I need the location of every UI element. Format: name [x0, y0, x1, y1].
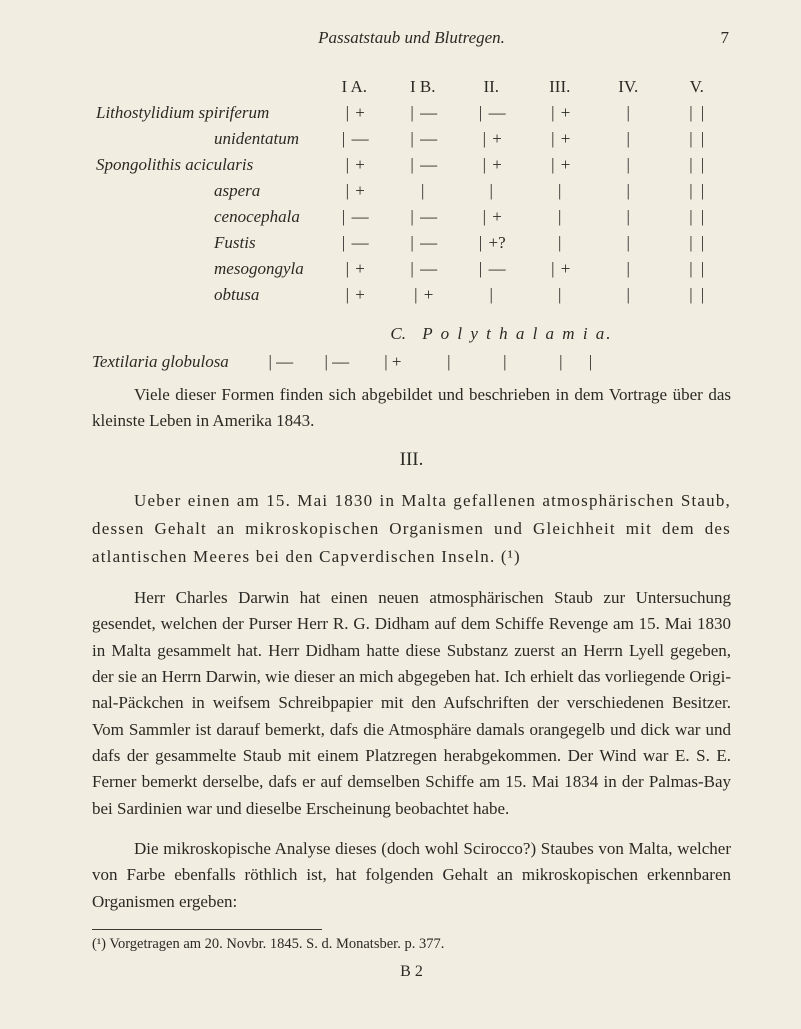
footnote: (¹) Vorgetragen am 20. Novbr. 1845. S. d…	[92, 936, 731, 953]
table-cell: | |	[663, 256, 732, 282]
poly-cell: |	[477, 352, 533, 372]
poly-cell: | +	[365, 352, 421, 372]
col-header: IV.	[594, 74, 663, 100]
table-cell: | —	[389, 204, 458, 230]
poly-cell: | —	[309, 352, 365, 372]
table-cell: | +	[320, 100, 389, 126]
table-row: mesogongyla| + | — | — | + | | |	[92, 256, 731, 282]
body-paragraph-2: Die mikroskopische Analyse dieses (doch …	[92, 836, 731, 915]
table-cell: | |	[663, 204, 732, 230]
table-cell: | |	[663, 282, 732, 308]
running-title: Passatstaub und Blutregen.	[114, 28, 709, 48]
table-row: Lithostylidium spiriferum| + | — | — | +…	[92, 100, 731, 126]
polythalamia-row: Textilaria globulosa | — | — | + | | | |	[92, 352, 731, 372]
table-cell: |	[526, 282, 595, 308]
table-row: unidentatum| — | — | + | + | | |	[92, 126, 731, 152]
table-cell: | —	[389, 256, 458, 282]
species-name-cell: obtusa	[92, 282, 320, 308]
poly-cell: | —	[253, 352, 309, 372]
species-name-cell: cenocephala	[92, 204, 320, 230]
poly-cell: |	[421, 352, 477, 372]
table-cell: | +?	[457, 230, 526, 256]
species-name-cell: Fustis	[92, 230, 320, 256]
table-cell: | +	[526, 126, 595, 152]
section-c-heading: C. P o l y t h a l a m i a.	[272, 324, 731, 344]
table-cell: |	[526, 178, 595, 204]
body-paragraph-1: Herr Charles Darwin hat einen neuen atmo…	[92, 585, 731, 822]
table-cell: |	[594, 256, 663, 282]
col-header: III.	[526, 74, 595, 100]
table-cell: | +	[320, 178, 389, 204]
table-cell: | +	[526, 152, 595, 178]
species-name-cell: mesogongyla	[92, 256, 320, 282]
species-table: I A. I B. II. III. IV. V. Lithostylidium…	[92, 74, 731, 308]
table-cell: | +	[320, 282, 389, 308]
table-cell: | +	[526, 256, 595, 282]
section-number: III.	[92, 449, 731, 471]
table-cell: | +	[457, 152, 526, 178]
table-cell: | +	[526, 100, 595, 126]
table-cell: | +	[457, 126, 526, 152]
table-cell: | —	[389, 152, 458, 178]
table-cell: | +	[320, 256, 389, 282]
table-cell: | —	[389, 100, 458, 126]
table-header-row: I A. I B. II. III. IV. V.	[92, 74, 731, 100]
section-c-label: C.	[390, 324, 406, 343]
col-header: V.	[663, 74, 732, 100]
table-cell: | |	[663, 100, 732, 126]
table-cell: |	[457, 178, 526, 204]
table-row: Spongolithis acicularis| + | — | + | + |…	[92, 152, 731, 178]
table-cell: | —	[320, 230, 389, 256]
table-cell: | —	[320, 204, 389, 230]
table-cell: |	[594, 178, 663, 204]
table-cell: |	[594, 126, 663, 152]
table-cell: | —	[457, 100, 526, 126]
table-cell: | —	[457, 256, 526, 282]
table-cell: | |	[663, 126, 732, 152]
table-cell: |	[526, 204, 595, 230]
section-c-title: P o l y t h a l a m i a.	[422, 324, 612, 343]
table-cell: | |	[663, 152, 732, 178]
table-cell: | —	[389, 230, 458, 256]
table-cell: | +	[389, 282, 458, 308]
table-cell: | —	[389, 126, 458, 152]
col-header: II.	[457, 74, 526, 100]
col-header: I A.	[320, 74, 389, 100]
table-cell: | +	[457, 204, 526, 230]
table-row: Fustis| — | — | +? | | | |	[92, 230, 731, 256]
section-subtitle: Ueber einen am 15. Mai 1830 in Malta gef…	[92, 487, 731, 571]
table-cell: | |	[663, 230, 732, 256]
species-name-cell: Spongolithis acicularis	[92, 152, 320, 178]
running-header: Passatstaub und Blutregen. 7	[92, 28, 731, 48]
table-row: aspera| + | | | | | |	[92, 178, 731, 204]
table-cell: |	[457, 282, 526, 308]
col-header: I B.	[389, 74, 458, 100]
species-name-cell: Lithostylidium spiriferum	[92, 100, 320, 126]
poly-cell: |	[533, 352, 589, 372]
table-cell: |	[594, 230, 663, 256]
footnote-rule	[92, 929, 322, 930]
page-number: 7	[709, 28, 729, 48]
poly-species-name: Textilaria globulosa	[92, 352, 229, 372]
table-cell: |	[594, 204, 663, 230]
signature-mark: B 2	[92, 963, 731, 981]
table-cell: |	[526, 230, 595, 256]
species-name-cell: unidentatum	[92, 126, 320, 152]
paragraph-after-table: Viele dieser Formen finden sich abgebild…	[92, 382, 731, 435]
table-cell: |	[389, 178, 458, 204]
table-cell: | —	[320, 126, 389, 152]
table-row: obtusa| + | + | | | | |	[92, 282, 731, 308]
table-cell: |	[594, 100, 663, 126]
table-row: cenocephala| — | — | + | | | |	[92, 204, 731, 230]
table-cell: |	[594, 152, 663, 178]
species-name-cell: aspera	[92, 178, 320, 204]
table-cell: |	[594, 282, 663, 308]
table-cell: | +	[320, 152, 389, 178]
table-cell: | |	[663, 178, 732, 204]
